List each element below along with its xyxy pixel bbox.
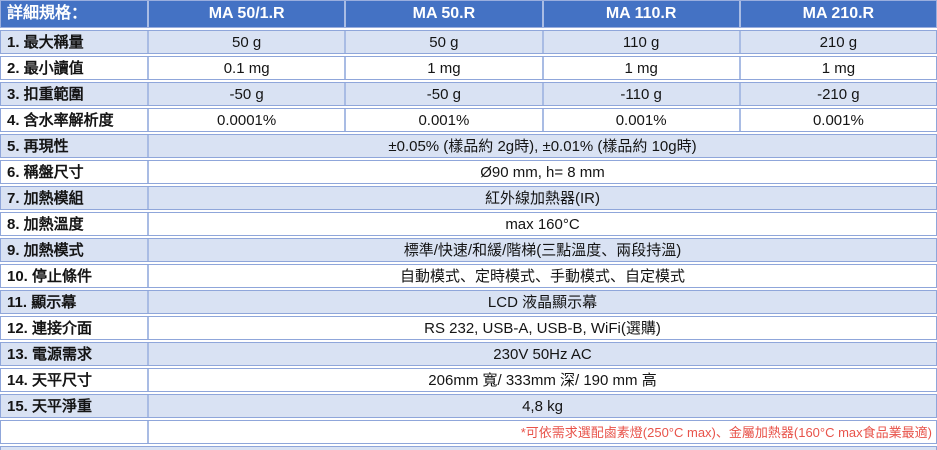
spec-value: -110 g (544, 83, 741, 105)
table-title: 詳細規格： (1, 1, 149, 27)
spec-value: LCD 液晶顯示幕 (487, 293, 598, 311)
spec-value: 紅外線加熱器(IR) (485, 189, 600, 207)
empty-cell (1, 421, 149, 443)
spec-value: 4,8 kg (522, 397, 563, 415)
table-row: 12. 連接介面 RS 232, USB-A, USB-B, WiFi(選購) (0, 316, 937, 340)
spec-value: 1 mg (544, 57, 741, 79)
spec-value: 自動模式、定時模式、手動模式、自定模式 (399, 267, 685, 285)
spec-value: Ø90 mm, h= 8 mm (480, 163, 605, 181)
footnote: *可依需求選配鹵素燈(250°C max)、金屬加熱器(160°C max食品業… (520, 424, 932, 440)
table-row: 14. 天平尺寸 206mm 寬/ 333mm 深/ 190 mm 高 (0, 368, 937, 392)
spec-value: 0.0001% (149, 109, 347, 131)
column-header-ma-210-r: MA 210.R (802, 5, 875, 22)
spec-value: -50 g (346, 83, 544, 105)
spec-value: 230V 50Hz AC (493, 345, 592, 363)
row-label: 5. 再現性 (1, 135, 149, 157)
row-label: 6. 稱盤尺寸 (1, 161, 149, 183)
spec-value: 1 mg (821, 59, 856, 77)
spec-value: 50 g (346, 31, 544, 53)
spec-value: 0.001% (346, 109, 544, 131)
table-row: 3. 扣重範圍 -50 g -50 g -110 g -210 g (0, 82, 937, 106)
table-header-row: 詳細規格： MA 50/1.R MA 50.R MA 110.R MA 210.… (0, 0, 937, 28)
spec-value: -210 g (817, 85, 860, 103)
row-label: 10. 停止條件 (1, 265, 149, 287)
spec-value: 206mm 寬/ 333mm 深/ 190 mm 高 (428, 371, 657, 389)
table-row: 15. 天平淨重 4,8 kg (0, 394, 937, 418)
table-row: 11. 顯示幕 LCD 液晶顯示幕 (0, 290, 937, 314)
row-label: 13. 電源需求 (1, 343, 149, 365)
column-header-ma-50-r: MA 50.R (346, 1, 544, 27)
row-label: 11. 顯示幕 (1, 291, 149, 313)
table-row: 10. 停止條件 自動模式、定時模式、手動模式、自定模式 (0, 264, 937, 288)
spec-value: 0.1 mg (149, 57, 347, 79)
row-label: 14. 天平尺寸 (1, 369, 149, 391)
table-row: 7. 加熱模組 紅外線加熱器(IR) (0, 186, 937, 210)
table-row: 2. 最小讀值 0.1 mg 1 mg 1 mg 1 mg (0, 56, 937, 80)
row-label: 9. 加熱模式 (1, 239, 149, 261)
row-label: 15. 天平淨重 (1, 395, 149, 417)
footnote-row: *可依需求選配鹵素燈(250°C max)、金屬加熱器(160°C max食品業… (0, 420, 937, 444)
table-row: 6. 稱盤尺寸 Ø90 mm, h= 8 mm (0, 160, 937, 184)
spec-value: 210 g (819, 33, 858, 51)
spec-value: 50 g (149, 31, 347, 53)
row-label: 2. 最小讀值 (1, 57, 149, 79)
spec-value: 0.001% (544, 109, 741, 131)
table-row: 4. 含水率解析度 0.0001% 0.001% 0.001% 0.001% (0, 108, 937, 132)
spec-value: ±0.05% (樣品約 2g時), ±0.01% (樣品約 10g時) (388, 137, 697, 155)
table-row: 13. 電源需求 230V 50Hz AC (0, 342, 937, 366)
spec-value: -50 g (149, 83, 347, 105)
spec-value: 1 mg (346, 57, 544, 79)
spec-value: max 160°C (505, 215, 580, 233)
spec-value: RS 232, USB-A, USB-B, WiFi(選購) (424, 319, 661, 337)
partial-row (0, 446, 937, 450)
row-label: 3. 扣重範圍 (1, 83, 149, 105)
row-label: 7. 加熱模組 (1, 187, 149, 209)
row-label: 1. 最大稱量 (1, 31, 149, 53)
column-header-ma-50-1-r: MA 50/1.R (149, 1, 347, 27)
row-label: 4. 含水率解析度 (1, 109, 149, 131)
table-row: 9. 加熱模式 標準/快速/和緩/階梯(三點溫度、兩段持溫) (0, 238, 937, 262)
table-row: 1. 最大稱量 50 g 50 g 110 g 210 g (0, 30, 937, 54)
spec-value: 110 g (544, 31, 741, 53)
table-row: 5. 再現性 ±0.05% (樣品約 2g時), ±0.01% (樣品約 10g… (0, 134, 937, 158)
table-row: 8. 加熱溫度 max 160°C (0, 212, 937, 236)
spec-value: 0.001% (812, 111, 864, 129)
spec-value: 標準/快速/和緩/階梯(三點溫度、兩段持溫) (403, 241, 682, 259)
row-label: 8. 加熱溫度 (1, 213, 149, 235)
row-label: 12. 連接介面 (1, 317, 149, 339)
column-header-ma-110-r: MA 110.R (544, 1, 741, 27)
